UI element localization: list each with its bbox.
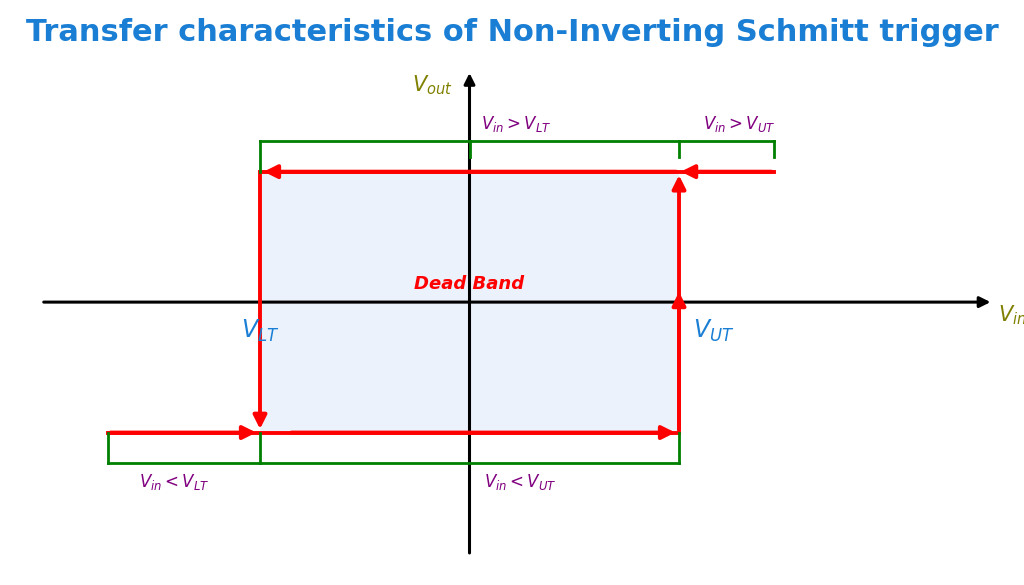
Text: $V_{in} < V_{UT}$: $V_{in} < V_{UT}$: [483, 472, 556, 491]
Text: $V_{LT}$: $V_{LT}$: [241, 318, 280, 344]
Text: $V_{in} < V_{LT}$: $V_{in} < V_{LT}$: [139, 472, 210, 491]
Text: Transfer characteristics of Non-Inverting Schmitt trigger: Transfer characteristics of Non-Invertin…: [26, 18, 998, 47]
Text: $V_{out}$: $V_{out}$: [412, 74, 453, 98]
Text: $V_{UT}$: $V_{UT}$: [693, 318, 735, 344]
Bar: [260, 171, 679, 432]
Text: $V_{in}$: $V_{in}$: [998, 304, 1024, 327]
Text: $V_{in} > V_{UT}$: $V_{in} > V_{UT}$: [702, 114, 775, 134]
Text: Dead Band: Dead Band: [415, 275, 524, 293]
Text: $V_{in} > V_{LT}$: $V_{in} > V_{LT}$: [481, 114, 552, 134]
